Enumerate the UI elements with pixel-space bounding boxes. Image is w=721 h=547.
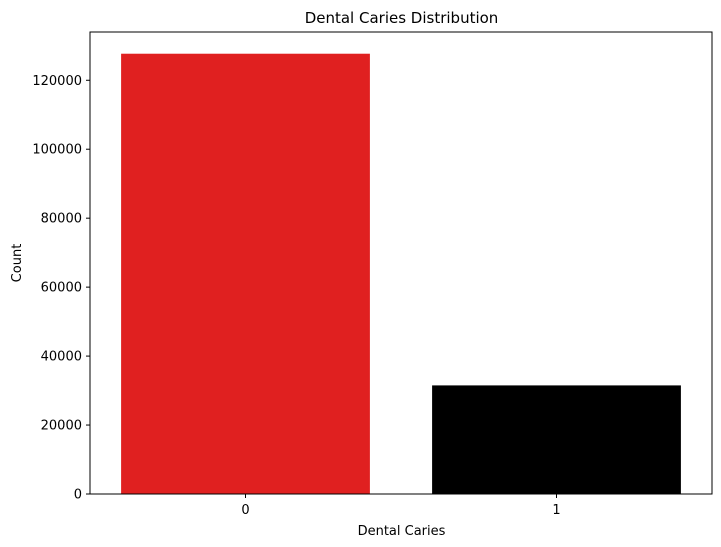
bar-1 [432, 385, 681, 494]
y-axis-label: Count [10, 244, 25, 283]
chart-title: Dental Caries Distribution [305, 9, 499, 27]
y-tick-label: 100000 [32, 143, 82, 158]
y-axis: 0 20000 40000 60000 80000 100000 120000 [32, 74, 90, 503]
y-tick-label: 0 [74, 488, 82, 503]
y-tick-label: 80000 [41, 212, 82, 227]
x-axis-label: Dental Caries [358, 524, 446, 539]
x-tick-label: 1 [552, 503, 560, 518]
plot-frame [89, 31, 713, 495]
y-tick-label: 60000 [41, 281, 82, 296]
bars-group [121, 53, 681, 494]
y-tick-label: 120000 [32, 74, 82, 89]
x-tick-label: 0 [241, 503, 249, 518]
y-tick-label: 20000 [41, 419, 82, 434]
bar-0 [121, 53, 370, 494]
y-tick-label: 40000 [41, 350, 82, 365]
